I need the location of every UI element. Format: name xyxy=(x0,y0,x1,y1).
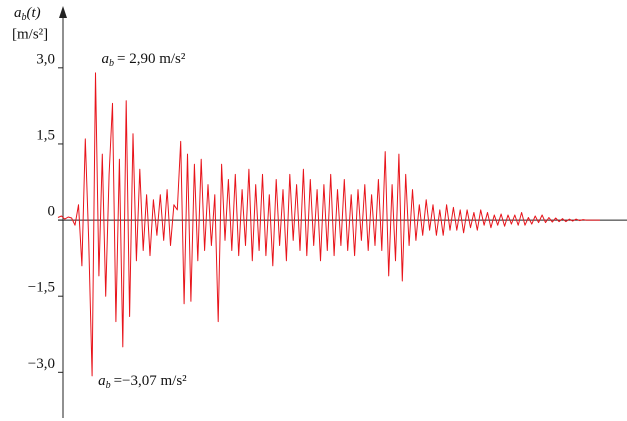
signal-line xyxy=(57,72,600,377)
y-tick-label: 0 xyxy=(48,204,56,220)
annotation-subscript: b xyxy=(106,380,111,391)
annotation: ab =−3,07 m/s² xyxy=(98,373,187,391)
y-axis-label: ab(t) xyxy=(14,5,41,23)
annotation-subscript: b xyxy=(109,58,114,69)
annotation-text: =−3,07 m/s² xyxy=(114,373,188,389)
y-tick-label: −3,0 xyxy=(28,356,55,372)
annotation-symbol: a xyxy=(101,51,109,67)
y-axis-unit: [m/s²] xyxy=(12,26,48,42)
annotation-symbol: a xyxy=(98,373,106,389)
y-tick-label: 3,0 xyxy=(36,51,55,67)
annotation-text: = 2,90 m/s² xyxy=(117,51,186,67)
y-tick-label: 1,5 xyxy=(36,127,55,143)
y-axis-arrow xyxy=(59,6,67,18)
annotation: ab = 2,90 m/s² xyxy=(101,51,185,69)
y-tick-label: −1,5 xyxy=(28,280,55,296)
